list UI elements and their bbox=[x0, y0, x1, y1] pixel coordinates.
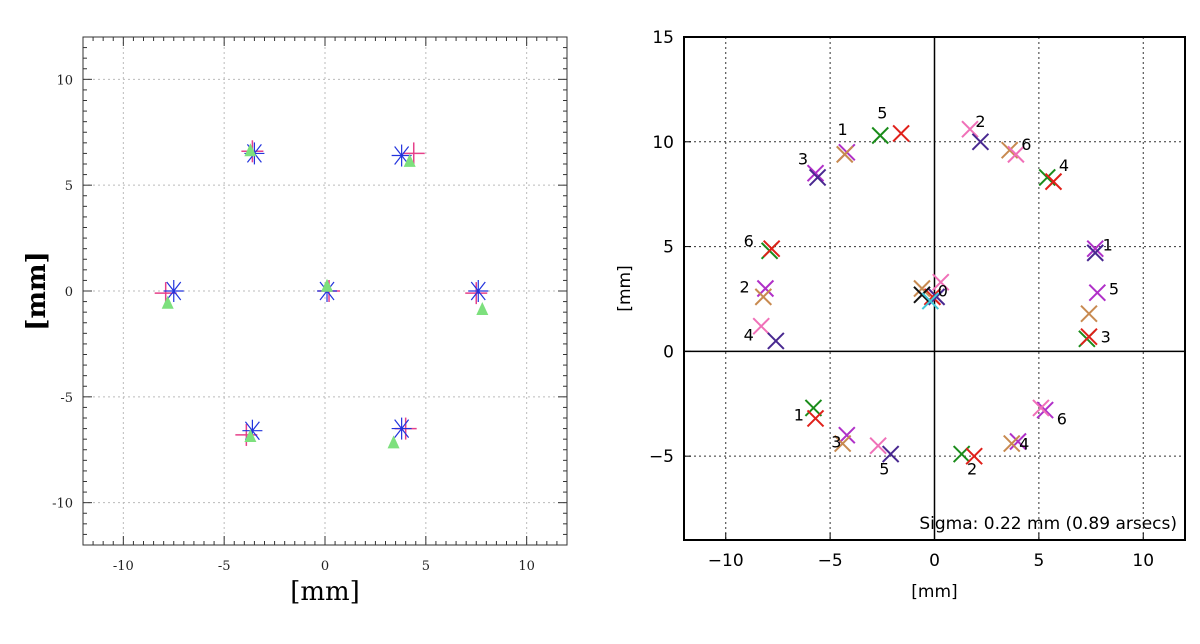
point-label: 5 bbox=[877, 103, 887, 122]
point-label: 1 bbox=[1103, 235, 1113, 254]
x-marker bbox=[752, 317, 770, 335]
point-label: 4 bbox=[1019, 435, 1029, 454]
x-marker bbox=[806, 164, 825, 182]
left-x-tick-label: 5 bbox=[422, 559, 430, 574]
x-marker bbox=[833, 434, 852, 453]
triangle-marker bbox=[161, 295, 174, 309]
point-label: 4 bbox=[744, 326, 754, 345]
right-y-tick-label: −5 bbox=[649, 447, 674, 467]
point-label: 2 bbox=[967, 460, 977, 479]
point-label: 2 bbox=[975, 112, 985, 131]
left-y-tick-label: 10 bbox=[56, 73, 73, 88]
point-label: 3 bbox=[798, 150, 808, 169]
x-marker bbox=[804, 399, 823, 417]
x-marker bbox=[913, 286, 931, 304]
point-label: 6 bbox=[744, 231, 754, 250]
x-marker bbox=[1088, 283, 1107, 302]
x-marker bbox=[1080, 327, 1098, 346]
x-marker bbox=[913, 279, 931, 298]
x-marker bbox=[1003, 434, 1021, 453]
point-label: 5 bbox=[1109, 280, 1119, 299]
left-y-tick-label: 0 bbox=[65, 285, 73, 300]
x-marker bbox=[961, 120, 979, 138]
x-marker bbox=[965, 447, 983, 465]
asterisk-marker bbox=[163, 280, 184, 302]
left-plot-frame bbox=[82, 36, 568, 546]
right-y-tick-label: 10 bbox=[652, 133, 674, 153]
right-point-labels: 1 5 2 6 3 4 6 1 2 5 0 4 3 1 6 3 4 5 2 bbox=[739, 103, 1119, 478]
point-label: 3 bbox=[831, 432, 841, 451]
x-marker bbox=[1086, 244, 1104, 262]
right-y-tick-label: 0 bbox=[663, 342, 674, 362]
x-marker bbox=[869, 436, 887, 455]
x-marker bbox=[1086, 239, 1104, 258]
x-marker bbox=[838, 426, 856, 444]
x-marker bbox=[806, 409, 825, 428]
left-y-axis-label: [mm] bbox=[22, 251, 52, 331]
x-marker bbox=[1044, 172, 1063, 191]
left-x-tick-label: 0 bbox=[321, 559, 329, 574]
right-y-tick-label: 5 bbox=[663, 238, 674, 258]
sigma-annotation: Sigma: 0.22 mm (0.89 arsecs) bbox=[919, 514, 1177, 534]
point-label: 6 bbox=[1021, 135, 1031, 154]
right-plot-frame bbox=[683, 36, 1186, 541]
right-x-tick-label: −10 bbox=[708, 551, 744, 571]
plus-marker bbox=[235, 423, 258, 446]
triangle-marker bbox=[476, 302, 489, 316]
asterisk-marker bbox=[468, 280, 489, 302]
x-marker bbox=[1007, 145, 1025, 164]
left-x-tick-label: -10 bbox=[113, 559, 134, 574]
x-marker bbox=[892, 124, 910, 143]
right-x-tick-label: 5 bbox=[1033, 551, 1044, 571]
point-label: 0 bbox=[938, 282, 948, 301]
x-marker bbox=[932, 273, 950, 291]
x-marker bbox=[971, 133, 990, 151]
triangle-marker bbox=[244, 429, 257, 443]
left-x-axis-label: [mm] bbox=[290, 577, 360, 607]
left-y-tick-label: 5 bbox=[65, 179, 73, 194]
x-marker bbox=[754, 288, 773, 306]
right-x-tick-label: 10 bbox=[1132, 551, 1154, 571]
point-label: 1 bbox=[838, 120, 848, 139]
right-x-tick-label: −5 bbox=[818, 551, 843, 571]
point-label: 5 bbox=[879, 460, 889, 479]
x-marker bbox=[767, 332, 785, 350]
left-scatter-chart: -10 -5 0 5 10 -10 -5 0 5 10 [mm] [mm] bbox=[22, 36, 568, 607]
right-x-axis-label: [mm] bbox=[911, 582, 957, 602]
point-label: 3 bbox=[1101, 328, 1111, 347]
left-y-tick-label: -10 bbox=[52, 497, 73, 512]
right-y-axis-label: [mm] bbox=[615, 265, 635, 311]
x-marker bbox=[881, 445, 900, 463]
x-marker bbox=[1036, 401, 1054, 419]
left-x-tick-label: -5 bbox=[218, 559, 231, 574]
x-marker bbox=[808, 168, 827, 187]
right-y-tick-label: 15 bbox=[652, 28, 674, 48]
x-marker bbox=[836, 145, 854, 164]
point-label: 2 bbox=[739, 277, 749, 296]
left-data-markers bbox=[154, 140, 489, 449]
right-x-tick-label: 0 bbox=[929, 551, 940, 571]
right-data-markers bbox=[752, 120, 1107, 465]
x-marker bbox=[762, 239, 781, 258]
triangle-marker bbox=[321, 278, 334, 292]
left-y-tick-label: -5 bbox=[60, 391, 73, 406]
x-marker bbox=[923, 288, 942, 306]
point-label: 4 bbox=[1059, 156, 1069, 175]
x-marker bbox=[921, 292, 940, 310]
left-x-tick-label: 10 bbox=[518, 559, 535, 574]
left-tick-labels: -10 -5 0 5 10 -10 -5 0 5 10 bbox=[52, 73, 535, 574]
asterisk-marker bbox=[391, 417, 412, 440]
point-label: 6 bbox=[1057, 409, 1067, 428]
x-marker bbox=[1032, 399, 1050, 417]
triangle-marker bbox=[403, 153, 416, 167]
x-marker bbox=[871, 126, 889, 145]
point-label: 1 bbox=[794, 405, 804, 424]
x-marker bbox=[1080, 304, 1098, 323]
x-marker bbox=[1009, 432, 1027, 451]
triangle-marker bbox=[387, 435, 400, 449]
triangle-marker bbox=[244, 143, 257, 157]
plus-marker bbox=[402, 142, 425, 165]
